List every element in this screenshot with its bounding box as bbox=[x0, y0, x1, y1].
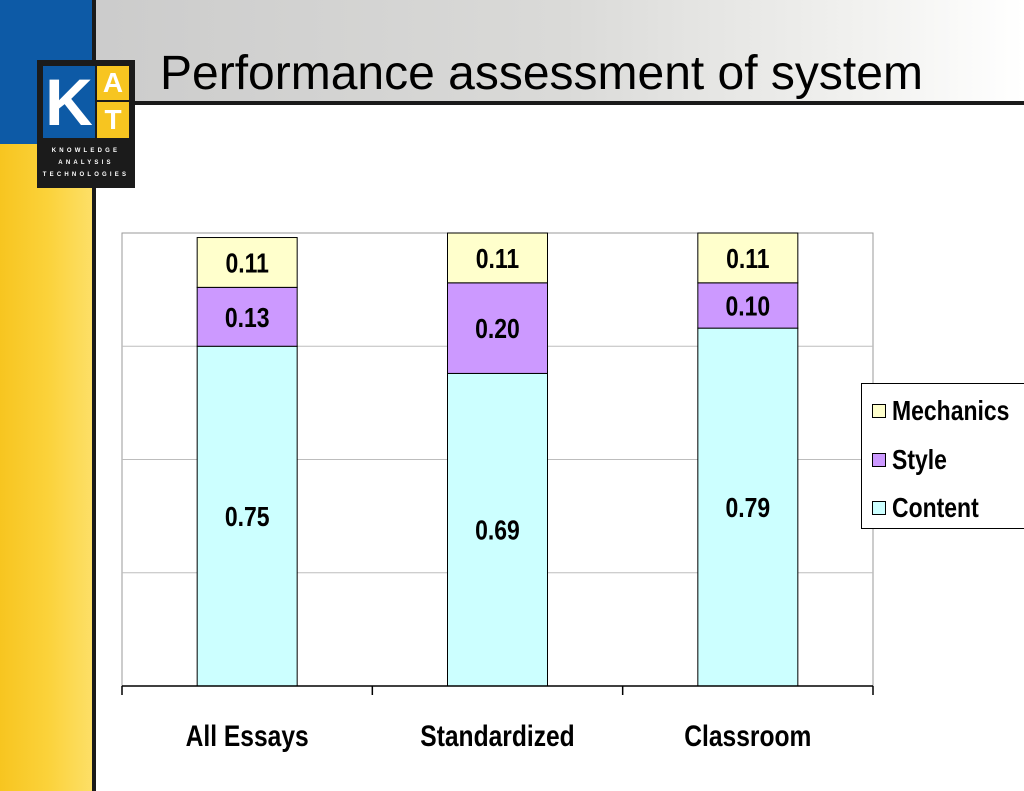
legend-item-mechanics: Mechanics bbox=[872, 395, 1024, 426]
bar-segment-content bbox=[447, 372, 548, 687]
x-tick-label: All Essays bbox=[186, 719, 309, 753]
x-tick-label: Classroom bbox=[684, 719, 811, 753]
chart-legend: Mechanics Style Content bbox=[861, 383, 1024, 529]
logo-letter-t: T bbox=[97, 102, 129, 138]
data-label-content: 0.69 bbox=[475, 516, 520, 547]
bar-segment-style bbox=[697, 282, 799, 329]
sidebar-bottom-block bbox=[0, 144, 95, 791]
data-label-style: 0.13 bbox=[225, 303, 270, 334]
header-rule bbox=[95, 101, 1024, 105]
legend-label-mechanics: Mechanics bbox=[892, 395, 1010, 426]
data-label-mechanics: 0.11 bbox=[726, 244, 769, 275]
legend-label-style: Style bbox=[892, 444, 947, 475]
data-label-style: 0.20 bbox=[475, 314, 520, 345]
legend-swatch-mechanics bbox=[872, 404, 886, 418]
data-label-style: 0.10 bbox=[725, 291, 770, 322]
data-label-content: 0.75 bbox=[225, 502, 270, 533]
logo-tagline-3: TECHNOLOGIES bbox=[42, 172, 130, 178]
x-tick-label: Standardized bbox=[420, 719, 574, 753]
logo-tagline-2: ANALYSIS bbox=[58, 160, 114, 166]
bar-segment-mechanics bbox=[697, 232, 799, 284]
kat-logo: K A T KNOWLEDGE ANALYSIS TECHNOLOGIES bbox=[37, 60, 135, 188]
bar-segment-content bbox=[196, 345, 298, 687]
header-band bbox=[0, 0, 1024, 103]
bar-segment-mechanics bbox=[196, 237, 298, 288]
legend-item-style: Style bbox=[872, 444, 959, 475]
sidebar-rule bbox=[92, 0, 96, 791]
logo-letter-a: A bbox=[97, 66, 129, 100]
logo-tagline-1: KNOWLEDGE bbox=[51, 148, 121, 154]
bar-segment-style bbox=[196, 286, 298, 347]
legend-swatch-content bbox=[872, 501, 886, 515]
legend-swatch-style bbox=[872, 453, 886, 467]
data-label-content: 0.79 bbox=[725, 493, 770, 524]
logo-letter-k: K bbox=[43, 66, 95, 138]
bar-segment-style bbox=[447, 282, 548, 374]
slide-title: Performance assessment of system bbox=[160, 47, 923, 100]
legend-item-content: Content bbox=[872, 492, 998, 523]
bar-segment-content bbox=[697, 327, 799, 687]
data-label-mechanics: 0.11 bbox=[225, 248, 268, 279]
legend-label-content: Content bbox=[892, 492, 979, 523]
bar-segment-mechanics bbox=[447, 232, 548, 284]
data-label-mechanics: 0.11 bbox=[476, 244, 519, 275]
